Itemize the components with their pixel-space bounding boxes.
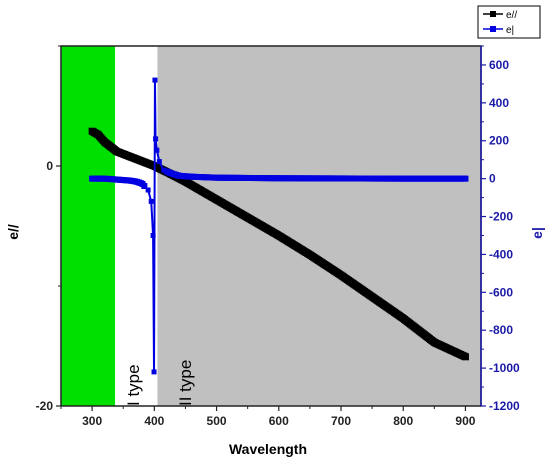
wavelength-regions	[61, 46, 481, 406]
y-left-tick-label: -20	[36, 399, 54, 413]
series-e-parallel-point	[461, 353, 469, 361]
legend-label-e-perp: e|	[506, 25, 514, 36]
series-e-perp-point	[152, 77, 158, 83]
series-e-perp-point	[154, 147, 160, 153]
legend-box	[477, 5, 541, 39]
series-e-perp-point	[148, 198, 154, 204]
x-tick-label: 600	[269, 414, 289, 428]
region-label-type-2: II type	[176, 360, 195, 406]
series-e-perp-point	[156, 159, 162, 165]
axes: 300 400 500 600 700 800 900 0 -20 600 400 200 0 -200 -…	[36, 45, 520, 428]
y-right-tick-label: -200	[489, 210, 513, 224]
series-e-perp-point	[141, 183, 148, 190]
x-axis-title: Wavelength	[229, 441, 307, 457]
y-right-tick-label: -1000	[489, 361, 520, 375]
region-band-2	[115, 46, 158, 406]
y-left-tick-label: 0	[46, 159, 53, 173]
y-right-tick-label: -600	[489, 285, 513, 299]
y-right-tick-label: 400	[489, 96, 509, 110]
series-e-perp-point	[145, 187, 151, 193]
series-layer	[88, 77, 469, 375]
region-label-type-1: I type	[124, 364, 143, 406]
legend: e// e|	[477, 5, 541, 39]
series-e-perp-point	[161, 167, 167, 173]
x-tick-label: 400	[144, 414, 164, 428]
series-e-perp-point	[462, 175, 469, 182]
y-right-tick-label: -800	[489, 323, 513, 337]
legend-marker-e-perp	[490, 26, 496, 32]
series-e-perp-point	[153, 136, 159, 142]
y-right-tick-label: 200	[489, 134, 509, 148]
region-band-3	[157, 46, 481, 406]
x-tick-label: 800	[393, 414, 413, 428]
y-right-tick-label: 600	[489, 58, 509, 72]
y-left-axis-title: e//	[5, 224, 21, 240]
x-tick-label: 500	[207, 414, 227, 428]
x-tick-label: 900	[455, 414, 475, 428]
region-band-1	[61, 46, 116, 406]
legend-label-e-parallel: e//	[506, 10, 517, 21]
y-right-axis-title: e|	[529, 227, 545, 239]
x-tick-label: 300	[82, 414, 102, 428]
x-tick-label: 700	[331, 414, 351, 428]
series-e-perp-point	[151, 369, 157, 375]
y-right-tick-label: 0	[489, 172, 496, 186]
legend-marker-e-parallel	[490, 11, 496, 17]
y-right-tick-label: -1200	[489, 399, 520, 413]
series-e-perp-point	[150, 232, 156, 238]
y-right-tick-label: -400	[489, 247, 513, 261]
